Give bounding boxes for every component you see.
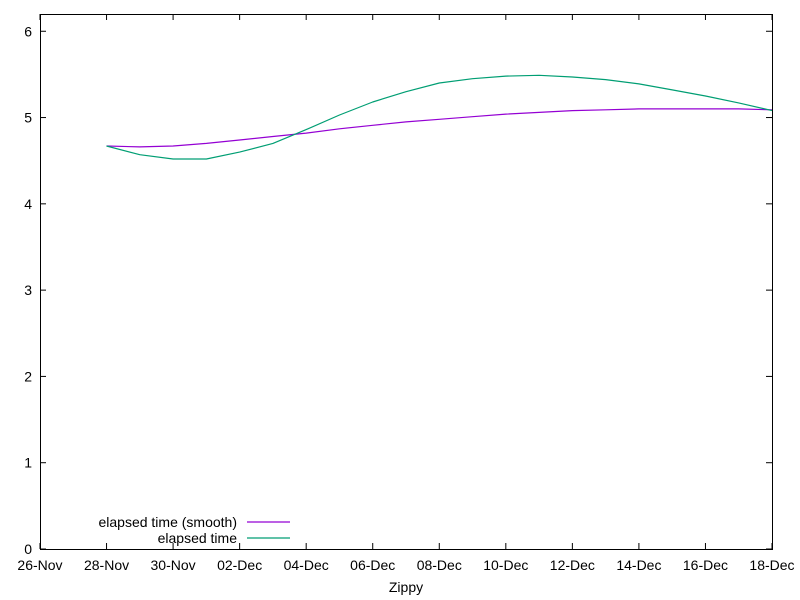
y-tick-label: 4 xyxy=(24,196,32,212)
legend-label: elapsed time xyxy=(158,530,238,546)
x-tick-label: 18-Dec xyxy=(749,557,794,573)
series-line-1 xyxy=(106,108,773,148)
axis-ticks xyxy=(39,14,773,550)
x-axis-label: Zippy xyxy=(389,579,423,595)
x-tick-label: 30-Nov xyxy=(151,557,196,573)
y-tick-label: 5 xyxy=(24,110,32,126)
x-tick-label: 26-Nov xyxy=(17,557,62,573)
series-layer xyxy=(106,74,773,160)
y-tick-label: 6 xyxy=(24,23,32,39)
y-tick-label: 2 xyxy=(24,368,32,384)
x-tick-label: 04-Dec xyxy=(284,557,329,573)
y-tick-label: 1 xyxy=(24,455,32,471)
plot-frame xyxy=(40,14,773,550)
y-tick-label: 0 xyxy=(24,541,32,557)
x-tick-label: 16-Dec xyxy=(683,557,728,573)
x-tick-label: 14-Dec xyxy=(616,557,661,573)
legend-label: elapsed time (smooth) xyxy=(98,514,237,530)
x-tick-label: 06-Dec xyxy=(350,557,395,573)
x-tick-label: 02-Dec xyxy=(217,557,262,573)
x-tick-label: 12-Dec xyxy=(550,557,595,573)
x-tick-label: 10-Dec xyxy=(483,557,528,573)
tick-labels: 26-Nov 28-Nov 30-Nov 02-Dec 04-Dec 06-Dec 08-D… xyxy=(17,23,794,573)
x-tick-label: 28-Nov xyxy=(84,557,129,573)
x-tick-label: 08-Dec xyxy=(417,557,462,573)
series-line-2 xyxy=(106,74,773,160)
legend: elapsed time (smooth)elapsed time xyxy=(98,514,290,546)
y-tick-label: 3 xyxy=(24,282,32,298)
